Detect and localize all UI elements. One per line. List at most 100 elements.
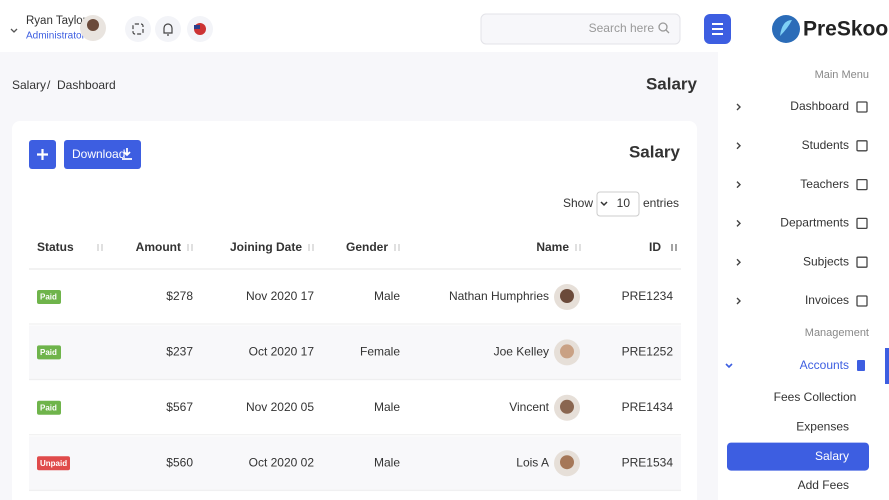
menu-icon [857,360,865,371]
submenu-item[interactable]: Add Fees [798,478,849,492]
menu-item[interactable]: Dashboard [790,99,849,113]
user-role: Administrator [26,31,86,42]
menu-item[interactable]: Subjects [803,254,849,268]
column-header[interactable]: Amount [136,240,181,254]
status-text: Paid [40,348,57,357]
cell: PRE1534 [622,455,674,469]
flag-canton [194,25,200,29]
cell: $237 [166,345,193,359]
menu-icon [856,101,868,113]
active-indicator [885,348,889,384]
menu-chevron[interactable] [725,363,733,369]
cell: Male [374,289,400,303]
cell: Nov 2020 17 [246,289,314,303]
sort-icon[interactable] [97,244,103,251]
status-text: Paid [40,403,57,412]
sort-icon[interactable] [671,244,677,251]
cell: $567 [166,400,193,414]
search-box[interactable] [480,13,681,45]
menu-section-label: Management [805,327,869,339]
avatar-face [560,344,574,359]
menu-icon [856,256,868,268]
bell-icon [163,23,173,36]
download-label: Download [72,147,125,161]
menu-chevron[interactable] [736,103,741,111]
entries-value: 10 [617,196,631,210]
download-button[interactable] [64,140,141,169]
cell: PRE1234 [622,289,674,303]
entries-label: entries [643,196,679,210]
menu-item[interactable]: Departments [780,216,849,230]
menu-item-active[interactable]: Accounts [800,358,849,372]
column-header[interactable]: ID [649,240,661,254]
column-header[interactable]: Gender [346,240,388,254]
menu-section-label: Main Menu [815,69,869,81]
status-badge [37,400,61,415]
cell: Nov 2020 05 [246,400,314,414]
sort-icon[interactable] [308,244,314,251]
cell: Nathan Humphries [449,289,549,303]
logo-text: PreSkool [803,18,889,41]
sidebar-menu: Main Menu Dashboard Students Teachers Depart… [725,69,889,492]
fullscreen-icon [132,23,144,35]
status-text: Paid [40,293,57,302]
cell: Vincent [509,400,549,414]
menu-chevron[interactable] [736,181,741,189]
sidebar [718,52,889,500]
menu-item[interactable]: Invoices [805,293,849,307]
user-chevron[interactable] [10,28,18,33]
column-header[interactable]: Joining Date [230,240,302,254]
menu-chevron[interactable] [736,297,741,305]
submenu-item[interactable]: Expenses [796,419,849,433]
menu-chevron[interactable] [736,219,741,227]
avatar-face [560,399,574,414]
submenu-item[interactable]: Salary [815,449,849,463]
avatar-hair [87,19,99,31]
status-badge [37,345,61,360]
sort-icon[interactable] [187,244,193,251]
status-badge [37,290,61,304]
menu-item[interactable]: Students [802,138,849,152]
entries-select[interactable] [596,191,640,217]
menu-icon [856,217,868,230]
notification-button[interactable] [155,16,181,42]
cell: Joe Kelley [494,345,549,359]
breadcrumb-item[interactable]: Dashboard [57,78,116,92]
submenu-active[interactable] [727,442,869,471]
row-stripe [29,436,681,492]
menu-chevron[interactable] [736,142,741,150]
user-name: Ryan Taylor [26,15,87,27]
avatar-face [560,455,574,470]
menu-icon [856,140,868,152]
cell: Male [374,455,400,469]
cell: Lois A [516,455,549,469]
menu-icon [856,295,868,307]
submenu-item[interactable]: Fees Collection [774,390,857,404]
table: Status Amount Joining Date Gender Name ID Paid… [29,240,681,492]
row-stripe [29,325,681,381]
menu-icon [856,178,868,191]
show-label: Show [563,196,593,210]
column-header[interactable]: Status [37,240,74,254]
download-icon [122,148,132,160]
fullscreen-button[interactable] [125,16,151,42]
column-header[interactable]: Name [536,240,569,254]
menu-chevron[interactable] [736,258,741,266]
breadcrumb-item[interactable]: Salary [12,78,46,92]
cell: Oct 2020 17 [249,345,315,359]
card-title: Salary [629,142,681,161]
logo-leaf [780,20,792,36]
search-icon-handle [665,29,670,34]
cell: PRE1434 [622,400,674,414]
menu-item[interactable]: Teachers [800,177,849,191]
sort-icon[interactable] [394,244,400,251]
sort-icon[interactable] [575,244,581,251]
cell: Oct 2020 02 [249,455,315,469]
cell: $560 [166,455,193,469]
cell: $278 [166,289,193,303]
cell: Male [374,400,400,414]
cell: Female [360,345,400,359]
